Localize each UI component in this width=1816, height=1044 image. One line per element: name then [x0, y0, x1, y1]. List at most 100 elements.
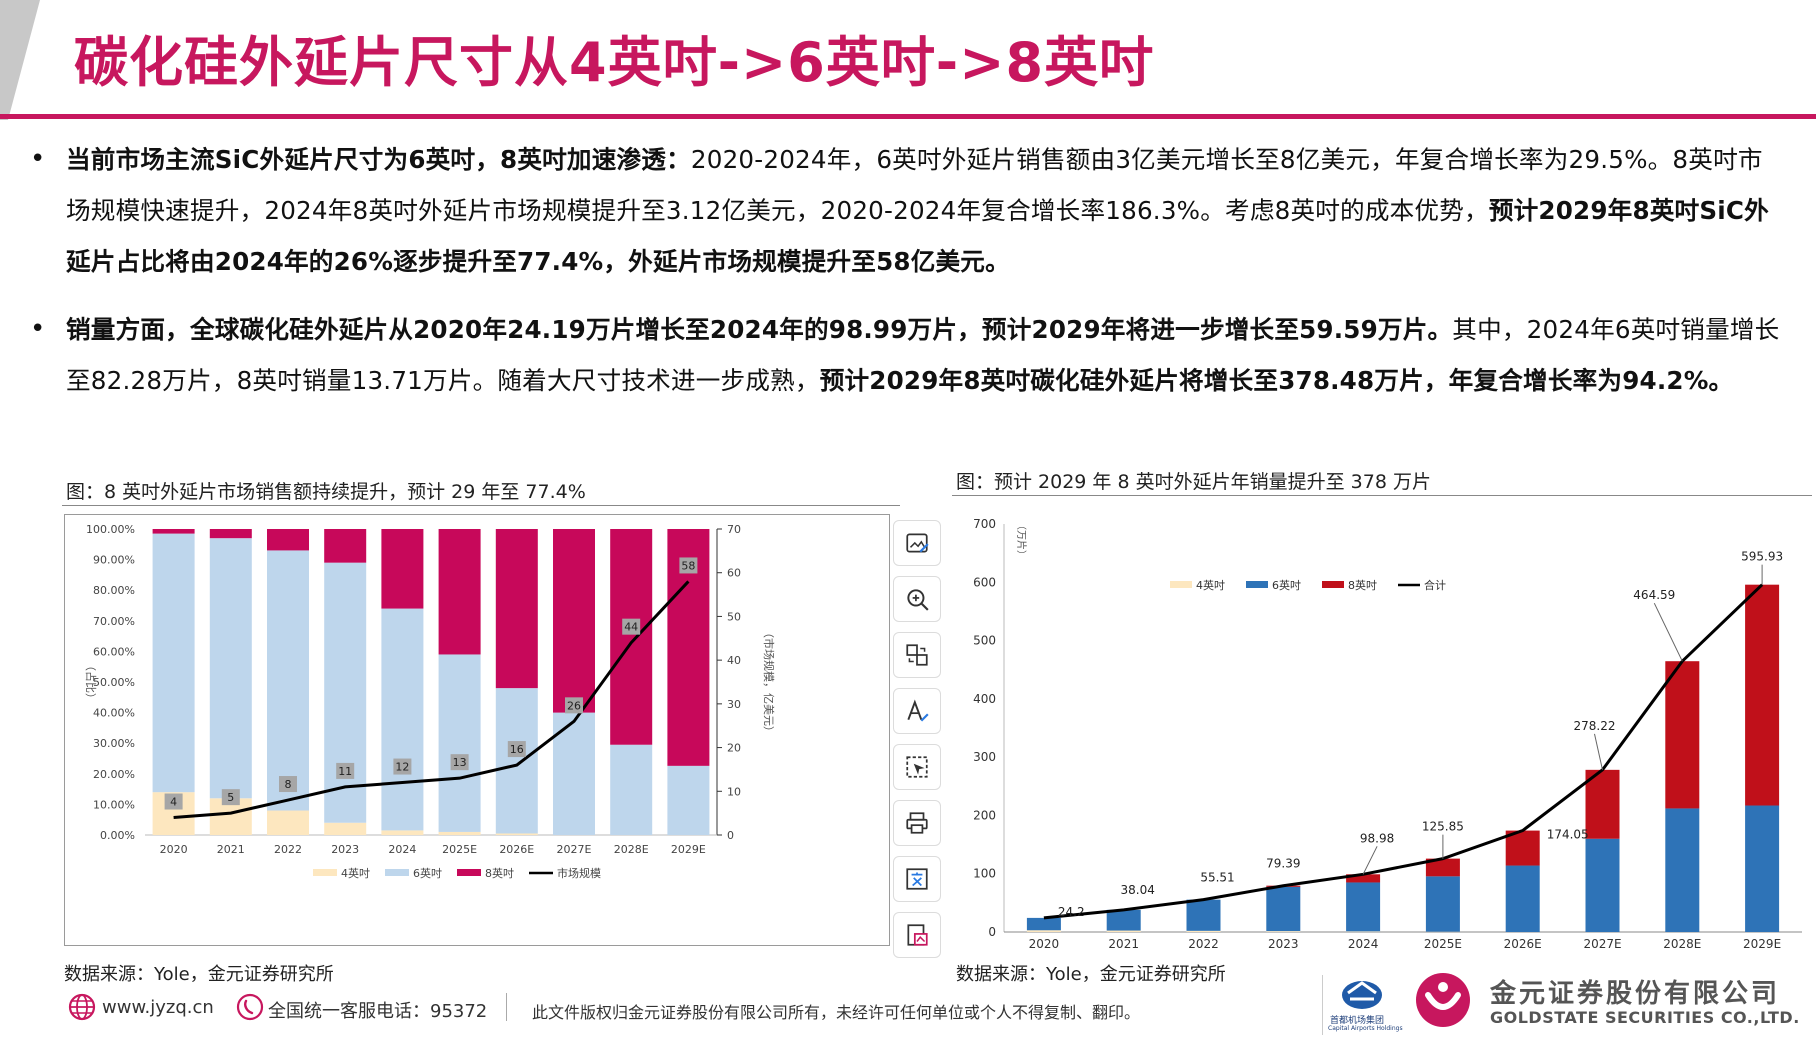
data-label-box: 8	[279, 776, 297, 793]
title-divider	[0, 114, 1816, 119]
data-label-bg	[679, 557, 698, 574]
bar-6英吋-2023	[1266, 886, 1301, 932]
data-label: 278.22	[1574, 719, 1616, 733]
x-tick-label: 2021	[1108, 937, 1139, 950]
y-right-tick-label: 10	[727, 785, 741, 798]
x-tick-label: 2024	[388, 843, 416, 856]
x-tick-label: 2026E	[1504, 937, 1542, 950]
data-label: 79.39	[1266, 857, 1300, 871]
legend-label: 4英吋	[341, 866, 370, 880]
figure2-caption-rule	[952, 495, 1812, 496]
image-edit-icon	[906, 533, 929, 553]
bar-8英吋-2020	[152, 529, 195, 534]
bar-8英吋-2024	[1346, 874, 1381, 883]
bar-6英吋-2025E	[1425, 876, 1460, 932]
data-label: 98.98	[1360, 831, 1394, 845]
bar-4英吋-2021	[1106, 930, 1141, 932]
bar-6英吋-2025E	[438, 654, 481, 832]
data-label-box: 58	[679, 557, 698, 574]
bar-6英吋-2022	[1186, 899, 1221, 931]
bar-6英吋-2024	[381, 608, 424, 831]
data-label-box: 13	[450, 754, 469, 771]
bar-4英吋-2025E	[438, 831, 481, 835]
figure2-source: 数据来源：Yole，金元证券研究所	[956, 964, 1226, 985]
y-tick-label: 500	[973, 634, 996, 648]
legend-label: 合计	[1424, 578, 1446, 592]
bar-6英吋-2021	[1106, 909, 1141, 931]
bullet-2-segment-2: 其中，2024年6英吋销量增长至82.28万片，8英吋销量13.71万片。随着大…	[66, 315, 1780, 395]
bar-4英吋-2022	[1186, 930, 1221, 932]
legend-label: 8英吋	[1348, 578, 1377, 592]
bar-8英吋-2027E	[1585, 769, 1620, 839]
x-tick-label: 2027E	[1583, 937, 1621, 950]
line-market-size	[173, 580, 690, 820]
data-label: 16	[510, 743, 524, 756]
page-title: 碳化硅外延片尺寸从4英吋->6英吋->8英吋	[74, 31, 1155, 94]
data-label-box: 5	[221, 789, 240, 806]
legend-label: 8英吋	[485, 866, 514, 880]
print-button[interactable]	[893, 800, 941, 846]
y-tick-label: 70.00%	[93, 615, 135, 628]
legend-swatch	[385, 869, 409, 876]
line-total	[1043, 583, 1764, 920]
bar-8英吋-2026E	[1505, 830, 1540, 866]
print-icon	[906, 812, 928, 834]
y-right-tick-label: 60	[727, 567, 741, 580]
data-label: 5	[227, 791, 234, 804]
bullet-1-segment-2: 2020-2024年，6英吋外延片销售额由3亿美元增长至8亿美元，年复合增长率为…	[66, 145, 1763, 225]
bar-8英吋-2026E	[495, 529, 538, 689]
data-label-box: 12	[393, 758, 412, 775]
convert-button[interactable]	[893, 632, 941, 678]
x-tick-label: 2028E	[614, 843, 649, 856]
text-edit-button[interactable]	[893, 688, 941, 734]
y-tick-label: 700	[973, 517, 996, 531]
data-label: 8	[285, 778, 292, 791]
y-right-axis-title: （市场规模，亿美元）	[762, 627, 776, 737]
translate-button[interactable]	[893, 856, 941, 902]
x-tick-label: 2020	[160, 843, 188, 856]
bar-8英吋-2029E	[1745, 584, 1780, 806]
y-tick-label: 0	[988, 925, 996, 939]
x-tick-label: 2021	[217, 843, 245, 856]
select-area-button[interactable]	[893, 744, 941, 790]
data-label-leader	[1594, 733, 1603, 770]
data-label-box: 26	[565, 697, 583, 714]
image-convert-button[interactable]	[893, 912, 941, 958]
bar-8英吋-2025E	[1425, 858, 1460, 877]
data-label-leader	[1362, 846, 1378, 875]
footer-website[interactable]: www.jyzq.cn	[102, 997, 214, 1018]
x-tick-label: 2025E	[1424, 937, 1462, 950]
x-tick-label: 2023	[1268, 937, 1299, 950]
y-tick-label: 40.00%	[93, 707, 135, 720]
zoom-in-button[interactable]	[893, 576, 941, 622]
y-tick-label: 300	[973, 750, 996, 764]
bullet-2-segment-1: 销量方面，全球碳化硅外延片从2020年24.19万片增长至2024年的98.99…	[66, 315, 1453, 344]
y-tick-label: 400	[973, 692, 996, 706]
capital-airports-logo-icon	[1342, 981, 1382, 1009]
x-tick-label: 2023	[331, 843, 359, 856]
image-edit-button[interactable]	[893, 520, 941, 566]
translate-icon	[906, 868, 928, 890]
x-tick-label: 2027E	[557, 843, 592, 856]
data-label-bg	[164, 793, 183, 810]
bar-6英吋-2028E	[610, 744, 653, 835]
bar-4英吋-2024	[1346, 931, 1381, 932]
y-tick-label: 30.00%	[93, 737, 135, 750]
bar-8英吋-2022	[267, 529, 309, 551]
y-tick-label: 10.00%	[93, 798, 135, 811]
legend-label: 6英吋	[1272, 578, 1301, 592]
y-axis-title: （万片）	[1015, 520, 1028, 560]
y-tick-label: 200	[973, 808, 996, 822]
footer-copyright: 此文件版权归金元证券股份有限公司所有，未经许可任何单位或个人不得复制、翻印。	[532, 1003, 1141, 1022]
data-label-bg	[450, 754, 469, 771]
data-label: 26	[567, 699, 581, 712]
figure1-source: 数据来源：Yole，金元证券研究所	[64, 964, 334, 985]
data-label: 13	[453, 756, 467, 769]
x-tick-label: 2022	[1188, 937, 1219, 950]
bar-6英吋-2026E	[1505, 865, 1540, 932]
legend-label: 市场规模	[557, 866, 601, 880]
bar-4英吋-2022	[267, 810, 309, 835]
bullet-1-segment-1: 当前市场主流SiC外延片尺寸为6英吋，8英吋加速渗透：	[66, 145, 691, 174]
bar-6英吋-2027E	[1585, 838, 1620, 932]
data-label-box: 44	[622, 618, 641, 635]
